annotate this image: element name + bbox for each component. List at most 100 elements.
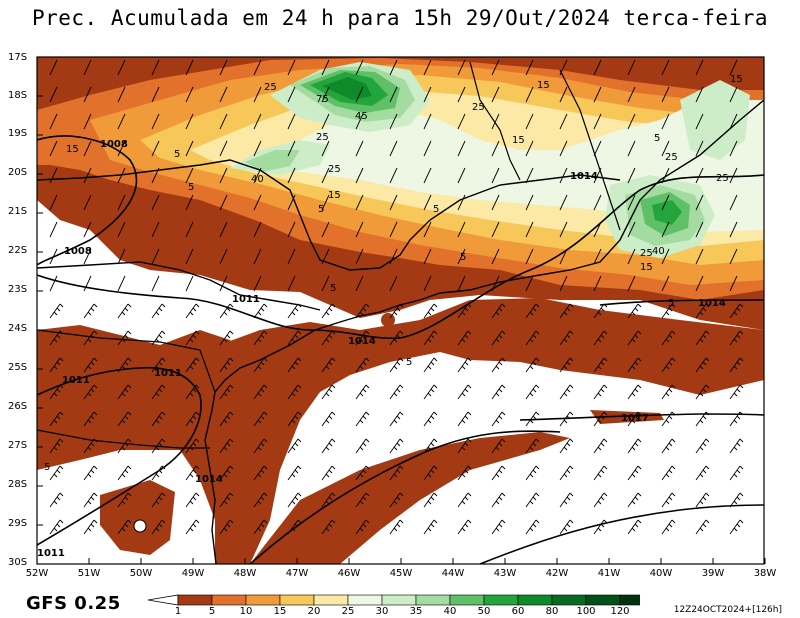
lat-label: 20S (8, 167, 28, 178)
isobar-label: 1008 (64, 246, 92, 257)
wind-barb (457, 492, 472, 508)
contour-label: 25 (665, 152, 678, 163)
isobar-label: 1011 (37, 548, 65, 559)
legend-swatch (483, 594, 519, 606)
wind-barb (83, 330, 98, 346)
wind-barb (661, 59, 670, 76)
wind-barb (321, 330, 336, 346)
wind-barb (695, 492, 710, 508)
wind-barb (389, 59, 398, 76)
wind-barb (253, 140, 262, 157)
wind-barb (219, 330, 234, 346)
isobar-label: 1014 (195, 474, 223, 485)
legend-label: 30 (375, 606, 389, 617)
wind-barb (355, 194, 364, 211)
wind-barb (117, 303, 132, 319)
wind-barb (525, 303, 540, 319)
wind-barb (83, 221, 92, 238)
wind-barb (559, 59, 568, 76)
contour-label: 15 (328, 190, 341, 201)
wind-barb (389, 140, 398, 157)
wind-barb (729, 465, 744, 481)
wind-barb (525, 86, 534, 103)
wind-barb (729, 303, 744, 319)
wind-barb (457, 86, 466, 103)
wind-barb (49, 330, 64, 346)
wind-barb (49, 357, 64, 373)
wind-barb (695, 86, 704, 103)
wind-barb (729, 194, 738, 211)
wind-barb (287, 411, 302, 427)
wind-barb (491, 411, 506, 427)
wind-barb (83, 411, 98, 427)
wind-barb (185, 330, 200, 346)
wind-barb (525, 384, 540, 400)
wind-barb (559, 492, 574, 508)
wind-barb (729, 167, 738, 184)
lon-label: 38W (753, 568, 777, 579)
wind-barb (729, 330, 744, 346)
wind-barb (117, 221, 126, 238)
wind-barb (491, 465, 506, 481)
wind-barb (321, 194, 330, 211)
lon-label: 43W (493, 568, 517, 579)
wind-barb (219, 113, 228, 130)
wind-barb (593, 411, 608, 427)
wind-barb (355, 438, 370, 454)
contour-label: 25 (328, 164, 341, 175)
wind-barb (423, 194, 432, 211)
wind-barb (491, 357, 506, 373)
wind-barb (49, 275, 58, 292)
wind-barb (185, 465, 200, 481)
wind-barb (525, 492, 540, 508)
wind-barb (661, 330, 676, 346)
wind-barb (355, 519, 370, 535)
wind-barb (559, 357, 574, 373)
wind-barb (695, 140, 704, 157)
legend-swatch (619, 594, 640, 606)
wind-barb (695, 438, 710, 454)
wind-barb (457, 384, 472, 400)
wind-barb (389, 221, 398, 238)
contour-label: 5 (44, 462, 50, 473)
wind-barb (117, 167, 126, 184)
lat-label: 24S (8, 323, 28, 334)
legend-label: 60 (511, 606, 525, 617)
wind-barb (287, 86, 296, 103)
wind-barb (355, 411, 370, 427)
wind-barb (185, 519, 200, 535)
wind-barb (117, 86, 126, 103)
wind-barb (695, 59, 704, 76)
lat-label: 23S (8, 284, 28, 295)
wind-barb (117, 384, 132, 400)
isobar-label: 1011 (154, 368, 182, 379)
contour-label: 5 (188, 182, 194, 193)
contour-label: 25 (640, 248, 653, 259)
precip-1-5-area (590, 410, 664, 424)
precip-30-35-area (680, 80, 750, 160)
wind-barb (525, 357, 540, 373)
wind-barb (457, 140, 466, 157)
contour-label: 15 (66, 144, 79, 155)
wind-barb (559, 167, 568, 184)
wind-barb (627, 438, 642, 454)
wind-barb (151, 384, 166, 400)
wind-barb (559, 384, 574, 400)
wind-barb (219, 194, 228, 211)
isobar-label: 1011 (62, 375, 90, 386)
wind-barb (253, 113, 262, 130)
wind-barb (661, 194, 670, 211)
wind-barb (185, 113, 194, 130)
wind-barb (287, 275, 296, 292)
wind-barb (525, 275, 534, 292)
wind-barb (151, 113, 160, 130)
wind-barb (695, 357, 710, 373)
legend-swatch (415, 594, 451, 606)
wind-barb (321, 113, 330, 130)
wind-barb (83, 492, 98, 508)
wind-barb (525, 194, 534, 211)
wind-barb (593, 140, 602, 157)
lat-label: 21S (8, 206, 28, 217)
wind-barb (355, 330, 370, 346)
isobar (37, 135, 138, 266)
